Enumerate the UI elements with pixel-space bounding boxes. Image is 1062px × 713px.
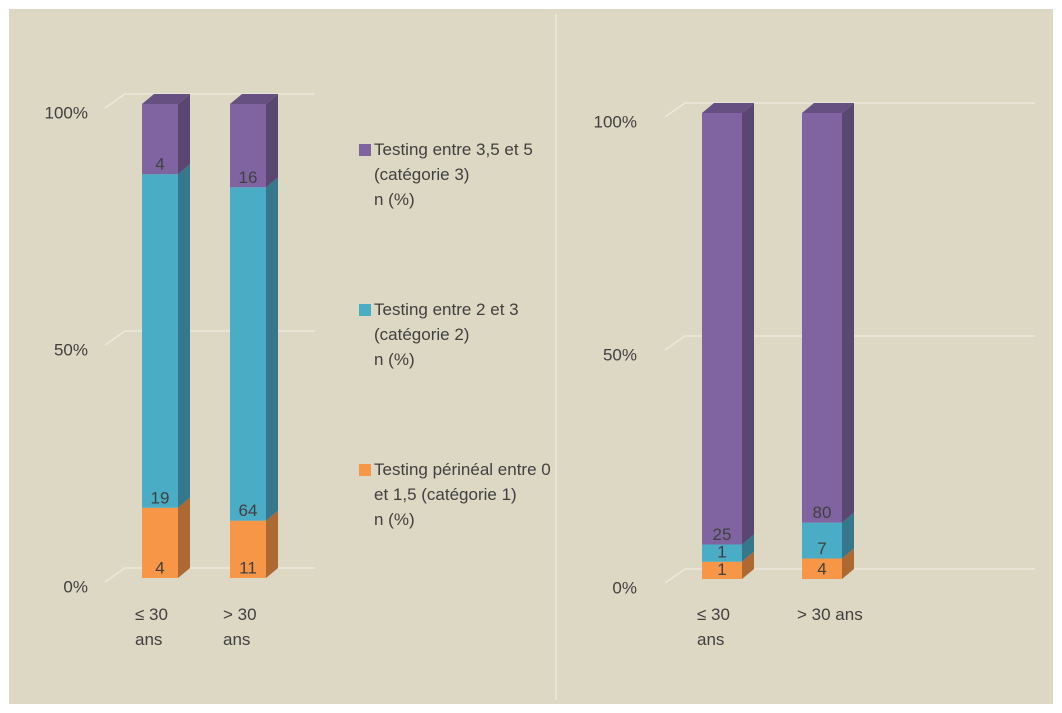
- bar-side: [178, 94, 190, 175]
- legend-swatch: [359, 144, 371, 156]
- bar-top: [802, 103, 854, 113]
- bar-segment: [702, 544, 742, 562]
- data-label: 80: [813, 503, 832, 522]
- bar-side: [742, 551, 754, 579]
- y-tick-label: 0%: [612, 578, 637, 597]
- data-label: 7: [817, 539, 826, 558]
- data-label: 4: [817, 559, 826, 578]
- bar-side: [742, 534, 754, 562]
- legend-label: Testing entre 2 et 3 (catégorie 2) n (%): [374, 300, 519, 369]
- data-label: 1: [717, 543, 726, 562]
- data-label: 4: [155, 155, 164, 174]
- bar-side: [842, 512, 854, 559]
- bar-side: [266, 177, 278, 521]
- bar-side: [266, 510, 278, 578]
- bar-side: [842, 548, 854, 579]
- legend-label: Testing périnéal entre 0 et 1,5 (catégor…: [374, 460, 551, 529]
- data-label: 16: [239, 168, 258, 187]
- data-label: 19: [151, 488, 170, 507]
- data-label: 1: [717, 560, 726, 579]
- x-tick-label: ≤ 30 ans: [697, 605, 730, 649]
- bar-segment: [802, 558, 842, 579]
- legend-swatch: [359, 464, 371, 476]
- grid-line: [664, 335, 1035, 351]
- bar-side: [842, 103, 854, 523]
- x-tick-label: > 30 ans: [797, 605, 863, 624]
- data-label: 25: [713, 525, 732, 544]
- bar-top: [142, 94, 190, 104]
- bar-side: [178, 497, 190, 578]
- bar-top: [702, 103, 754, 113]
- bar-segment: [702, 561, 742, 579]
- y-tick-label: 100%: [594, 112, 637, 131]
- bar-side: [178, 164, 190, 508]
- bar-segment: [142, 174, 178, 508]
- data-label: 11: [239, 558, 257, 577]
- bar-segment: [142, 104, 178, 175]
- bar-segment: [230, 187, 266, 521]
- grid-line: [664, 102, 1035, 118]
- bar-side: [266, 94, 278, 188]
- x-tick-label: > 30 ans: [223, 605, 257, 649]
- bar-segment: [230, 520, 266, 578]
- legend-swatch: [359, 304, 371, 316]
- bar-segment: [230, 104, 266, 188]
- y-tick-label: 100%: [45, 103, 88, 122]
- bar-segment: [142, 507, 178, 578]
- data-label: 4: [155, 558, 164, 577]
- bar-top: [230, 94, 278, 104]
- y-tick-label: 50%: [603, 345, 637, 364]
- y-tick-label: 50%: [54, 340, 88, 359]
- x-tick-label: ≤ 30 ans: [135, 605, 168, 649]
- data-label: 64: [239, 501, 258, 520]
- bar-segment: [802, 522, 842, 559]
- grid-line: [664, 568, 1035, 584]
- bar-segment: [702, 113, 742, 545]
- bar-side: [742, 103, 754, 545]
- legend-label: Testing entre 3,5 et 5 (catégorie 3) n (…: [374, 140, 533, 209]
- y-tick-label: 0%: [63, 577, 88, 596]
- bar-segment: [802, 113, 842, 523]
